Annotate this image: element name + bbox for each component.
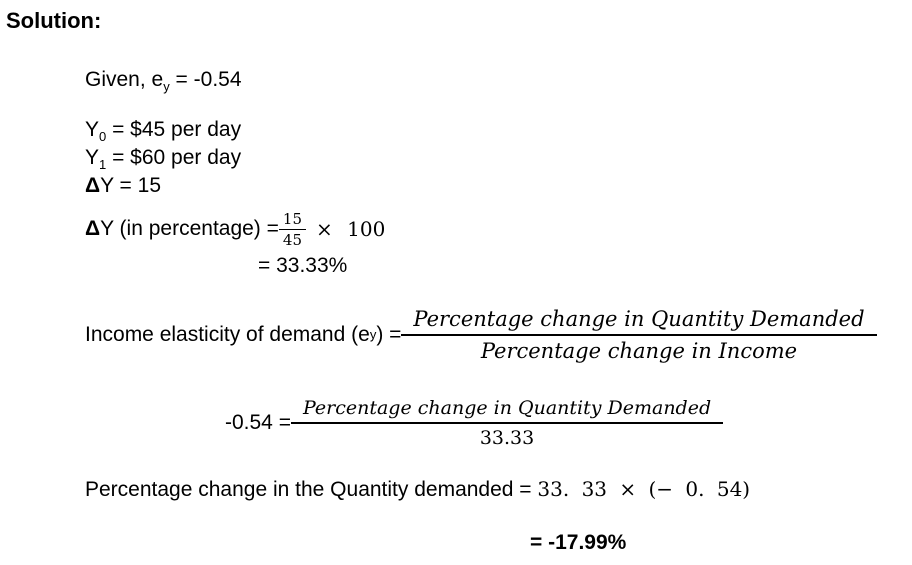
fraction-denominator: Percentage change in Income [401,334,877,363]
percentage-result-line: = 33.33% [258,254,348,277]
delta-y-line: ΔY = 15 [85,174,161,198]
times-100: × 100 [316,217,386,241]
y0-subscript: 0 [99,129,107,145]
eq2-lhs: -0.54 = [225,411,291,434]
substitution-equation-line: -0.54 = Percentage change in Quantity De… [225,390,724,456]
elasticity-equation-line: Income elasticity of demand (e y ) = Perc… [85,302,877,368]
final-math-expression: 33. 33 × (− 0. 54) [537,477,751,501]
y0-value: = $45 per day [106,118,242,141]
y1-symbol: Y [85,146,100,169]
fraction-numerator: Percentage change in Quantity Demanded [413,307,865,331]
elasticity-fraction: Percentage change in Quantity Demanded P… [401,307,877,363]
delta-symbol: Δ [85,174,101,197]
given-line: Given, ey = -0.54 [85,68,242,95]
delta-y-value: Y = 15 [100,174,162,197]
final-label: Percentage change in the Quantity demand… [85,478,538,501]
given-prefix: Given, e [85,68,164,91]
given-subscript: y [163,79,170,95]
y1-value: = $60 per day [106,146,242,169]
y1-line: Y1 = $60 per day [85,146,242,173]
final-calculation-line: Percentage change in the Quantity demand… [85,477,750,502]
delta-y-pct-label: Y (in percentage) = [100,217,279,240]
final-result: = -17.99% [530,531,627,554]
delta-symbol: Δ [85,217,101,240]
given-value: = -0.54 [169,68,242,91]
y0-line: Y0 = $45 per day [85,118,242,145]
fraction-15-45: 15 45 [278,209,306,249]
solution-heading: Solution: [6,8,102,33]
fraction-numerator: 15 [282,209,302,228]
fraction-numerator: Percentage change in Quantity Demanded [302,397,712,419]
eq2-fraction: Percentage change in Quantity Demanded 3… [290,397,724,449]
y1-subscript: 1 [99,157,107,173]
y0-symbol: Y [85,118,100,141]
elasticity-label-suffix: ) = [376,323,402,346]
elasticity-label-prefix: Income elasticity of demand (e [85,323,370,346]
fraction-denominator: 33.33 [290,422,724,449]
fraction-denominator: 45 [278,228,306,249]
